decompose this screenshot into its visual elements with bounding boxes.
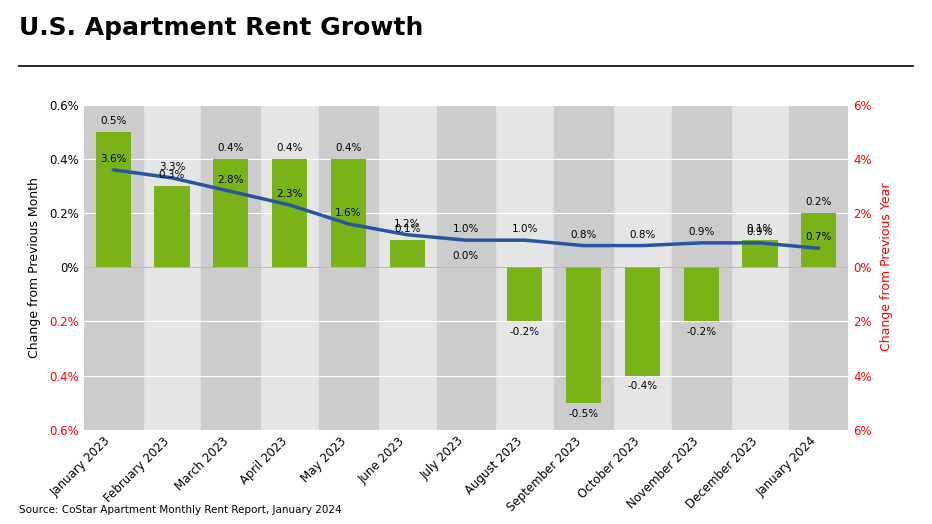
Text: 3.3%: 3.3% bbox=[158, 162, 185, 172]
Text: 1.6%: 1.6% bbox=[336, 208, 362, 218]
Text: 0.9%: 0.9% bbox=[747, 227, 774, 237]
Text: -0.4%: -0.4% bbox=[627, 381, 657, 391]
Text: 0.2%: 0.2% bbox=[805, 197, 832, 207]
Text: U.S. Apartment Rent Growth: U.S. Apartment Rent Growth bbox=[19, 16, 423, 40]
Bar bbox=[155, 186, 190, 267]
Text: 1.2%: 1.2% bbox=[394, 219, 420, 229]
Bar bbox=[624, 267, 660, 376]
Bar bbox=[555, 105, 613, 430]
Text: 0.7%: 0.7% bbox=[805, 232, 832, 242]
Bar bbox=[319, 105, 377, 430]
Bar bbox=[96, 132, 130, 267]
Text: 0.1%: 0.1% bbox=[747, 224, 774, 234]
Text: 0.9%: 0.9% bbox=[688, 227, 714, 237]
Text: 0.4%: 0.4% bbox=[277, 143, 303, 153]
Bar bbox=[742, 240, 777, 267]
Text: 0.5%: 0.5% bbox=[100, 116, 127, 126]
Bar bbox=[201, 105, 260, 430]
Text: 3.6%: 3.6% bbox=[100, 154, 127, 164]
Bar bbox=[566, 267, 601, 402]
Text: -0.5%: -0.5% bbox=[569, 409, 598, 419]
Y-axis label: Change from Previous Month: Change from Previous Month bbox=[28, 177, 41, 358]
Bar bbox=[802, 213, 836, 267]
Text: 0.4%: 0.4% bbox=[336, 143, 362, 153]
Text: 0.1%: 0.1% bbox=[394, 224, 420, 234]
Text: Source: CoStar Apartment Monthly Rent Report, January 2024: Source: CoStar Apartment Monthly Rent Re… bbox=[19, 505, 341, 515]
Text: -0.2%: -0.2% bbox=[510, 328, 540, 337]
Text: 1.0%: 1.0% bbox=[453, 224, 479, 234]
Text: 2.3%: 2.3% bbox=[277, 189, 303, 199]
Bar bbox=[789, 105, 848, 430]
Text: 0.8%: 0.8% bbox=[570, 230, 596, 239]
Text: 0.8%: 0.8% bbox=[629, 230, 655, 239]
Bar bbox=[436, 105, 496, 430]
Bar bbox=[84, 105, 143, 430]
Text: 1.0%: 1.0% bbox=[512, 224, 538, 234]
Bar bbox=[672, 105, 731, 430]
Text: -0.2%: -0.2% bbox=[686, 328, 716, 337]
Text: 0.0%: 0.0% bbox=[453, 252, 479, 261]
Bar bbox=[331, 159, 366, 267]
Bar bbox=[272, 159, 308, 267]
Y-axis label: Change from Previous Year: Change from Previous Year bbox=[880, 183, 893, 352]
Text: 2.8%: 2.8% bbox=[217, 176, 244, 185]
Text: 0.3%: 0.3% bbox=[158, 170, 185, 180]
Bar bbox=[683, 267, 719, 321]
Bar bbox=[213, 159, 249, 267]
Bar bbox=[390, 240, 425, 267]
Text: 0.4%: 0.4% bbox=[218, 143, 244, 153]
Bar bbox=[507, 267, 542, 321]
